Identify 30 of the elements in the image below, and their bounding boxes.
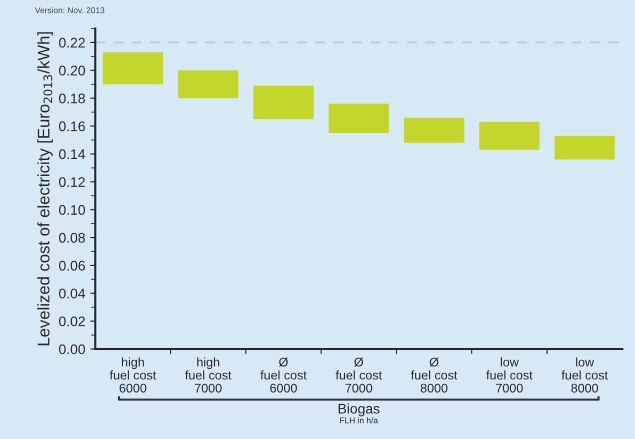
y-tick-label: 0.14 bbox=[59, 149, 86, 160]
bar bbox=[328, 104, 389, 134]
bar bbox=[178, 70, 238, 98]
y-tick-label: 0.18 bbox=[59, 94, 85, 104]
x-tick-label: low fuel cost 8000 bbox=[562, 357, 608, 393]
x-tick-label: high fuel cost 6000 bbox=[110, 357, 156, 393]
y-tick-label: 0.10 bbox=[59, 205, 85, 215]
bar bbox=[102, 52, 164, 84]
y-tick-label: 0.04 bbox=[59, 288, 86, 298]
text: Version: Nov. 2013 bbox=[34, 7, 104, 14]
text: Biogas bbox=[338, 403, 380, 416]
y-tick-label: 0.06 bbox=[59, 260, 85, 271]
y-tick-label: 0.00 bbox=[59, 344, 85, 354]
bar bbox=[404, 118, 464, 143]
text: FLH in h/a bbox=[340, 417, 378, 424]
bar bbox=[253, 86, 314, 120]
bar bbox=[479, 122, 540, 150]
bar bbox=[554, 136, 615, 160]
y-tick-label: 0.22 bbox=[59, 38, 85, 48]
y-tick-label: 0.12 bbox=[59, 177, 85, 187]
x-tick-label: low fuel cost 7000 bbox=[486, 357, 533, 393]
y-axis-title: Levelized cost of electricity [Euro$_{2013}$/kWh] bbox=[37, 32, 53, 346]
x-tick-label: high fuel cost 7000 bbox=[185, 357, 232, 393]
x-tick-label: Ø fuel cost 7000 bbox=[336, 357, 382, 393]
y-tick-label: 0.20 bbox=[59, 66, 85, 76]
x-tick-label: Ø fuel cost 8000 bbox=[410, 357, 458, 393]
y-tick-label: 0.16 bbox=[59, 121, 85, 132]
y-tick-label: 0.02 bbox=[59, 316, 85, 326]
x-tick-label: Ø fuel cost 6000 bbox=[260, 357, 307, 393]
y-tick-label: 0.08 bbox=[59, 232, 85, 243]
